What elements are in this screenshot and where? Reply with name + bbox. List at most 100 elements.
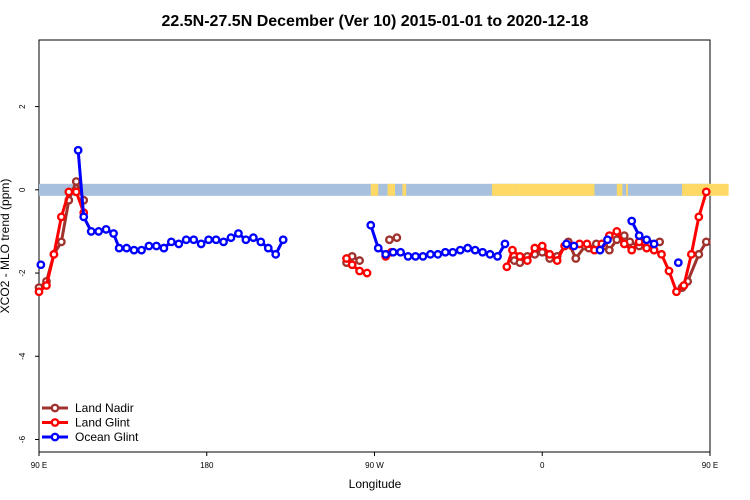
data-point (664, 266, 674, 276)
data-point (342, 254, 351, 263)
data-point (478, 247, 488, 257)
data-point (263, 243, 273, 253)
x-tick-label: 0 (540, 461, 545, 470)
data-point (181, 235, 191, 245)
data-point (701, 187, 711, 197)
y-axis-label: XCO2 - MLO trend (ppm) (0, 179, 12, 314)
land-band-1 (387, 183, 396, 196)
data-point (582, 239, 592, 249)
data-point (537, 241, 547, 251)
data-point (234, 229, 243, 238)
data-point (545, 249, 555, 259)
data-point (619, 239, 629, 249)
data-point (403, 252, 413, 261)
y-axis: 2 0 -2 -4 -6 (18, 104, 39, 443)
data-point (79, 212, 89, 222)
data-point (373, 243, 383, 253)
data-point (278, 235, 288, 245)
data-point (36, 260, 46, 270)
land-band-0 (370, 183, 379, 196)
data-point (701, 237, 711, 247)
land-band-5 (616, 183, 623, 196)
data-point (71, 187, 81, 197)
data-point (248, 233, 258, 243)
land-band-2 (402, 183, 407, 196)
data-point (694, 212, 704, 222)
data-point (603, 235, 612, 245)
data-point (634, 231, 644, 240)
data-point (694, 249, 704, 259)
data-point (94, 227, 104, 236)
data-point (71, 177, 81, 186)
x-tick-label: 90 E (702, 461, 718, 470)
data-point (355, 266, 364, 276)
land-band-3 (491, 183, 517, 196)
data-point (129, 245, 139, 255)
data-point (381, 249, 391, 259)
data-point (152, 241, 161, 251)
x-axis-label: Longitude (349, 477, 402, 491)
data-point (144, 241, 154, 251)
data-point (56, 212, 66, 222)
data-point (493, 252, 502, 261)
data-point (189, 235, 199, 245)
data-point (114, 243, 124, 253)
legend-label: Land Nadir (75, 401, 134, 415)
land-band-6 (626, 183, 628, 196)
data-point (392, 233, 402, 243)
data-point (673, 258, 683, 268)
data-point (56, 237, 66, 247)
data-point (642, 235, 652, 245)
data-point (426, 249, 435, 259)
data-point (109, 229, 118, 238)
data-point (515, 252, 525, 261)
data-point (530, 243, 540, 253)
data-point (396, 247, 405, 257)
legend-label: Ocean Glint (75, 430, 139, 444)
data-point (73, 145, 83, 155)
data-point (166, 237, 176, 247)
y-tick-label: -6 (18, 435, 27, 443)
y-tick-label: -4 (18, 352, 27, 360)
data-point (211, 235, 221, 245)
y-tick-label: 2 (18, 104, 27, 109)
data-point (137, 245, 146, 255)
data-point (433, 249, 443, 259)
data-point (271, 249, 281, 259)
data-point (362, 268, 372, 278)
series-group (34, 145, 711, 297)
data-point (679, 281, 689, 290)
data-point (174, 239, 184, 249)
data-point (500, 239, 510, 249)
data-point (385, 235, 394, 245)
x-tick-label: 90 W (365, 461, 384, 470)
data-point (204, 235, 214, 245)
data-point (411, 252, 420, 261)
data-point (64, 187, 74, 197)
data-point (455, 245, 465, 255)
data-point (101, 224, 111, 234)
data-point (122, 243, 132, 253)
land-band-4 (516, 183, 595, 196)
data-point (34, 287, 44, 297)
data-point (463, 243, 473, 253)
data-point (219, 237, 228, 247)
data-point (159, 243, 169, 253)
data-point (649, 239, 659, 249)
data-point (686, 249, 696, 259)
data-point (569, 241, 579, 251)
data-point (612, 235, 622, 245)
data-point (42, 281, 51, 290)
data-point (657, 249, 666, 259)
data-point (502, 262, 512, 272)
legend-swatch-point (50, 432, 60, 442)
data-point (448, 247, 458, 257)
reference-band (39, 183, 729, 196)
data-point (86, 227, 96, 236)
data-point (470, 245, 480, 255)
data-point (522, 256, 532, 265)
data-point (627, 245, 637, 255)
data-point (627, 216, 637, 226)
y-tick-label: -2 (18, 269, 27, 277)
chart-title: 22.5N-27.5N December (Ver 10) 2015-01-01… (162, 13, 589, 30)
